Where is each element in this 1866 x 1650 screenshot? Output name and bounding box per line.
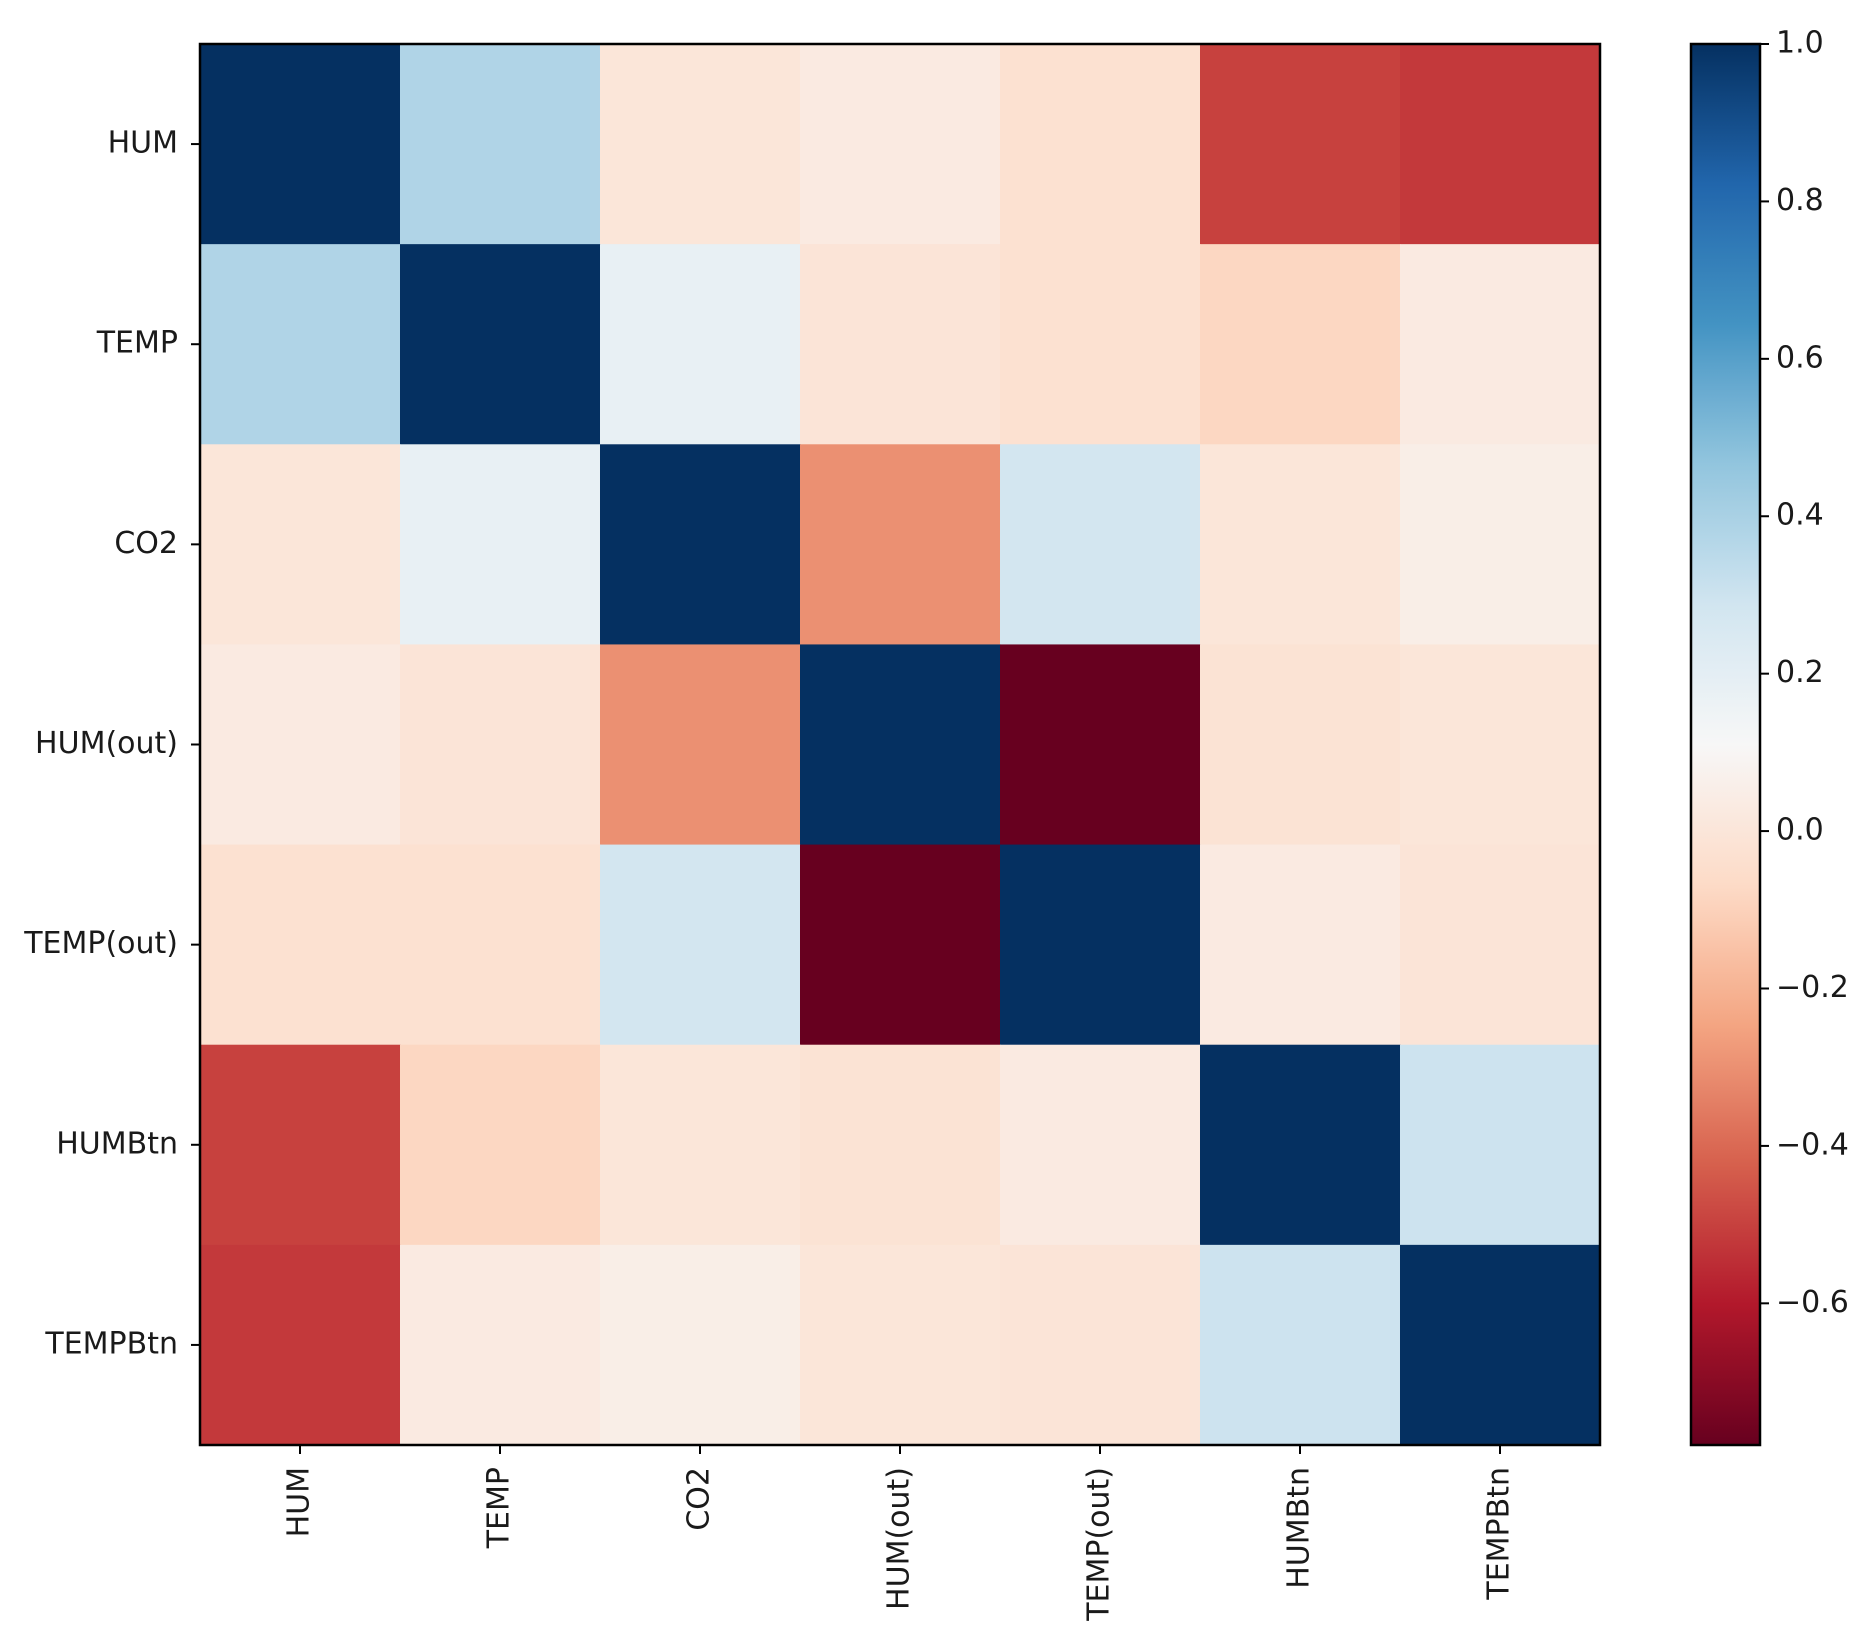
heatmap-cell-1-1 bbox=[400, 244, 601, 445]
heatmap-cell-2-5 bbox=[1200, 444, 1401, 646]
colorbar: 1.0 0.8 0.6 0.4 0.2 0.0 −0.2 −0.4 −0.6 bbox=[1689, 26, 1849, 1447]
heatmap-cell-0-2 bbox=[600, 44, 801, 245]
heatmap-cell-4-6 bbox=[1400, 844, 1601, 1046]
x-tick-label: HUMBtn bbox=[1282, 1467, 1317, 1589]
heatmap-cell-0-4 bbox=[1000, 44, 1201, 245]
heatmap-cell-5-3 bbox=[800, 1044, 1001, 1246]
heatmap-cell-2-0 bbox=[200, 444, 401, 646]
heatmap-cell-5-4 bbox=[1000, 1044, 1201, 1246]
heatmap-cell-4-4 bbox=[1000, 844, 1201, 1046]
heatmap-cell-5-5 bbox=[1200, 1044, 1401, 1246]
colorbar-tick-label: −0.2 bbox=[1776, 970, 1849, 1005]
heatmap-cell-4-5 bbox=[1200, 844, 1401, 1046]
x-tick-label: HUM(out) bbox=[882, 1467, 917, 1610]
heatmap-cell-0-6 bbox=[1400, 44, 1601, 245]
x-tick-label: HUM bbox=[282, 1467, 317, 1537]
heatmap-cell-0-0 bbox=[200, 44, 401, 245]
heatmap-cell-2-4 bbox=[1000, 444, 1201, 646]
colorbar-tick-label: 1.0 bbox=[1776, 26, 1824, 61]
heatmap-cell-2-3 bbox=[800, 444, 1001, 646]
heatmap-cell-1-4 bbox=[1000, 244, 1201, 445]
y-tick-label: TEMP bbox=[96, 326, 178, 361]
heatmap-cell-0-1 bbox=[400, 44, 601, 245]
heatmap-cell-3-0 bbox=[200, 644, 401, 846]
colorbar-gradient bbox=[1691, 44, 1760, 1445]
heatmap-cell-4-2 bbox=[600, 844, 801, 1046]
heatmap-cell-0-3 bbox=[800, 44, 1001, 245]
heatmap-cell-6-3 bbox=[800, 1244, 1001, 1446]
heatmap-cell-1-3 bbox=[800, 244, 1001, 445]
colorbar-tick-label: 0.4 bbox=[1776, 498, 1824, 533]
y-tick-label: CO2 bbox=[114, 526, 178, 561]
heatmap-cell-3-1 bbox=[400, 644, 601, 846]
colorbar-frame bbox=[1689, 42, 1762, 1447]
heatmap-cell-3-5 bbox=[1200, 644, 1401, 846]
heatmap-cell-1-5 bbox=[1200, 244, 1401, 445]
y-axis: HUM TEMP CO2 HUM(out) TEMP(out) HUMBtn TEMPBtn bbox=[23, 126, 200, 1361]
heatmap-cell-2-6 bbox=[1400, 444, 1601, 646]
heatmap-cell-1-0 bbox=[200, 244, 401, 445]
heatmap-cell-6-1 bbox=[400, 1244, 601, 1446]
x-tick-label: TEMP bbox=[482, 1467, 517, 1549]
heatmap-cell-6-6 bbox=[1400, 1244, 1601, 1446]
colorbar-tick-label: 0.6 bbox=[1776, 340, 1824, 375]
heatmap-cell-1-6 bbox=[1400, 244, 1601, 445]
heatmap-cell-4-3 bbox=[800, 844, 1001, 1046]
heatmap-cell-3-4 bbox=[1000, 644, 1201, 846]
colorbar-tick-label: 0.8 bbox=[1776, 183, 1824, 218]
heatmap-cell-6-2 bbox=[600, 1244, 801, 1446]
y-tick-label: HUM bbox=[108, 126, 178, 161]
y-tick-label: TEMP(out) bbox=[23, 926, 178, 961]
heatmap-cell-5-1 bbox=[400, 1044, 601, 1246]
heatmap-cell-5-0 bbox=[200, 1044, 401, 1246]
x-axis: HUM TEMP CO2 HUM(out) TEMP(out) HUMBtn TEMPBtn bbox=[282, 1445, 1517, 1622]
x-tick-label: CO2 bbox=[682, 1467, 717, 1531]
y-tick-label: TEMPBtn bbox=[44, 1326, 178, 1361]
heatmap-cell-5-6 bbox=[1400, 1044, 1601, 1246]
heatmap-cell-1-2 bbox=[600, 244, 801, 445]
heatmap-cell-6-4 bbox=[1000, 1244, 1201, 1446]
heatmap-cell-6-0 bbox=[200, 1244, 401, 1446]
colorbar-tick-label: 0.0 bbox=[1776, 813, 1824, 848]
x-tick-label: TEMP(out) bbox=[1082, 1467, 1117, 1622]
heatmap-cell-3-2 bbox=[600, 644, 801, 846]
heatmap-cell-3-3 bbox=[800, 644, 1001, 846]
heatmap-cell-6-5 bbox=[1200, 1244, 1401, 1446]
heatmap-cell-2-1 bbox=[400, 444, 601, 646]
heatmap-cells bbox=[200, 44, 1601, 1446]
heatmap-cell-4-0 bbox=[200, 844, 401, 1046]
heatmap-cell-2-2 bbox=[600, 444, 801, 646]
heatmap-cell-5-2 bbox=[600, 1044, 801, 1246]
x-tick-label: TEMPBtn bbox=[1482, 1467, 1517, 1601]
heatmap-cell-0-5 bbox=[1200, 44, 1401, 245]
y-tick-label: HUM(out) bbox=[35, 726, 178, 761]
colorbar-tick-label: −0.6 bbox=[1776, 1285, 1849, 1320]
colorbar-tick-label: 0.2 bbox=[1776, 655, 1824, 690]
heatmap-cell-4-1 bbox=[400, 844, 601, 1046]
colorbar-tick-label: −0.4 bbox=[1776, 1127, 1849, 1162]
y-tick-label: HUMBtn bbox=[56, 1126, 178, 1161]
heatmap-cell-3-6 bbox=[1400, 644, 1601, 846]
